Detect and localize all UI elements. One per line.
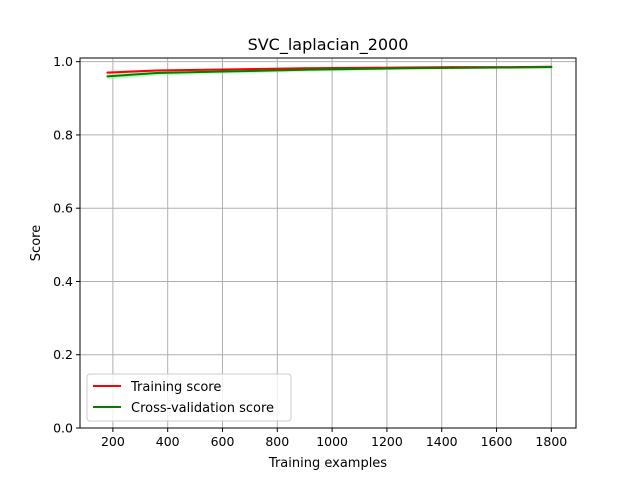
x-tick-label: 1800 <box>535 434 567 449</box>
plot-frame <box>79 57 577 429</box>
x-axis-label: Training examples <box>268 456 387 471</box>
point-series-1 <box>254 69 257 72</box>
y-tick-label: 0.4 <box>53 274 73 289</box>
x-tick-label: 1400 <box>426 434 458 449</box>
point-series-0 <box>254 67 257 70</box>
x-tick-label: 1600 <box>481 434 513 449</box>
point-series-0 <box>106 71 109 74</box>
legend-box <box>86 373 292 422</box>
point-series-1 <box>501 66 504 69</box>
point-series-1 <box>106 75 109 78</box>
point-series-1 <box>155 72 158 75</box>
line-series-1 <box>107 66 552 78</box>
legend-label-training: Training score <box>130 380 221 395</box>
y-axis-label: Score <box>29 225 44 261</box>
x-tick-label: 400 <box>156 434 180 449</box>
point-series-1 <box>402 67 405 70</box>
x-tick-label: 1200 <box>371 434 403 449</box>
point-series-0 <box>205 68 208 71</box>
x-tick-label: 600 <box>211 434 235 449</box>
point-series-1 <box>550 66 553 69</box>
legend: Training score Cross-validation score <box>86 373 292 422</box>
y-tick-label: 0.0 <box>53 421 73 436</box>
x-tick-label: 1000 <box>316 434 348 449</box>
point-series-0 <box>155 69 158 72</box>
y-tick-label: 0.6 <box>53 201 73 216</box>
point-series-1 <box>205 70 208 73</box>
series-lines <box>106 65 553 78</box>
y-tick-label: 0.2 <box>53 347 73 362</box>
y-tick-label: 0.8 <box>53 127 73 142</box>
x-tick-label: 800 <box>265 434 289 449</box>
axis-ticks: 200 400 600 800 1000 1200 1400 1600 1800 0.0 0.2 0.… <box>53 54 567 449</box>
legend-label-cross-validation: Cross-validation score <box>131 401 274 416</box>
point-series-1 <box>303 68 306 71</box>
y-tick-label: 1.0 <box>53 54 73 69</box>
chart-title: SVC_laplacian_2000 <box>248 35 409 55</box>
point-series-1 <box>451 66 454 69</box>
x-tick-label: 200 <box>101 434 125 449</box>
point-series-1 <box>353 67 356 70</box>
